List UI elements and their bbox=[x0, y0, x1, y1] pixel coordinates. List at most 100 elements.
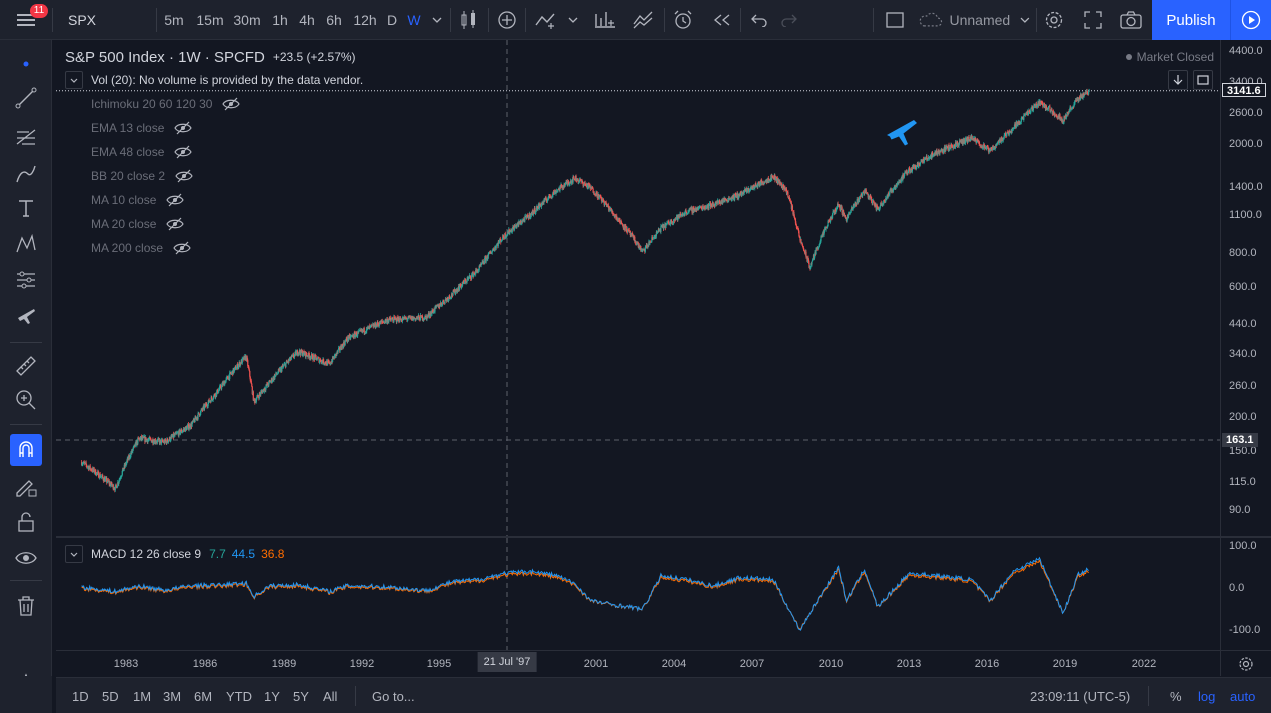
pane-move-down-icon[interactable] bbox=[1168, 70, 1188, 90]
range-all[interactable]: All bbox=[323, 688, 338, 704]
chart-settings-gear-icon[interactable] bbox=[1220, 650, 1271, 676]
indicator-legend-item[interactable]: Ichimoku 20 60 120 30 bbox=[91, 96, 241, 112]
compare-icon[interactable] bbox=[628, 0, 660, 40]
indicator-legend-item[interactable]: MA 10 close bbox=[91, 192, 185, 208]
range-5y[interactable]: 5Y bbox=[293, 688, 309, 704]
range-1m[interactable]: 1M bbox=[133, 688, 152, 704]
cursor-dot-icon[interactable] bbox=[8, 48, 44, 80]
magnet-icon[interactable] bbox=[10, 434, 42, 466]
interval-15m[interactable]: 15m bbox=[196, 12, 224, 28]
candle-body bbox=[398, 317, 400, 322]
collapse-legend-button[interactable] bbox=[65, 71, 83, 89]
eye-icon[interactable] bbox=[8, 542, 44, 574]
pattern-icon[interactable] bbox=[8, 228, 44, 260]
macd-label[interactable]: MACD 12 26 close 9 bbox=[91, 547, 202, 561]
candle-body bbox=[863, 191, 865, 193]
candles-group bbox=[81, 88, 1090, 493]
candle-body bbox=[788, 197, 791, 200]
alert-clock-icon[interactable] bbox=[668, 0, 698, 40]
indicator-legend-item[interactable]: MA 20 close bbox=[91, 216, 185, 232]
layout-select-icon[interactable] bbox=[880, 0, 910, 40]
interval-d[interactable]: D bbox=[386, 12, 398, 28]
price-chart-svg[interactable] bbox=[56, 40, 1220, 536]
interval-w[interactable]: W bbox=[407, 12, 421, 28]
macd-chart-svg[interactable] bbox=[56, 538, 1220, 650]
main-chart-pane[interactable] bbox=[56, 40, 1220, 536]
pane-separator[interactable] bbox=[56, 536, 1271, 538]
publish-button[interactable]: Publish bbox=[1152, 0, 1230, 40]
replay-rewind-icon[interactable] bbox=[707, 0, 737, 40]
hidden-eye-icon[interactable] bbox=[173, 241, 191, 255]
candle-body bbox=[908, 168, 910, 170]
indicator-legend-item[interactable]: EMA 13 close bbox=[91, 120, 193, 136]
trend-line-icon[interactable] bbox=[8, 82, 44, 114]
indicator-legend-item[interactable]: MA 200 close bbox=[91, 240, 191, 256]
indicators-chevron-icon[interactable] bbox=[564, 0, 582, 40]
range-ytd[interactable]: YTD bbox=[226, 688, 252, 704]
goto-date-button[interactable]: Go to... bbox=[372, 688, 415, 704]
indicator-legend-item[interactable]: BB 20 close 2 bbox=[91, 168, 193, 184]
unlock-icon[interactable] bbox=[8, 506, 44, 538]
interval-12h[interactable]: 12h bbox=[353, 12, 377, 28]
undo-icon[interactable] bbox=[745, 0, 773, 40]
time-scale[interactable]: 1983 1986 1989 1992 1995 2001 2004 2007 … bbox=[56, 650, 1220, 676]
add-indicator-icon[interactable] bbox=[493, 0, 521, 40]
icons-airplane-icon[interactable] bbox=[8, 300, 44, 332]
interval-5m[interactable]: 5m bbox=[164, 12, 184, 28]
camera-icon[interactable] bbox=[1116, 0, 1146, 40]
clock-timezone[interactable]: 23:09:11 (UTC-5) bbox=[1030, 688, 1131, 704]
hidden-eye-icon[interactable] bbox=[166, 193, 185, 207]
main-menu-button[interactable]: 11 bbox=[0, 0, 52, 40]
range-5d[interactable]: 5D bbox=[102, 688, 119, 704]
trash-icon[interactable] bbox=[8, 590, 44, 622]
candles-icon[interactable] bbox=[455, 0, 483, 40]
candle-body bbox=[447, 298, 450, 301]
brush-icon[interactable] bbox=[8, 158, 44, 190]
pane-maximize-icon[interactable] bbox=[1193, 70, 1213, 90]
symbol-title[interactable]: S&P 500 Index · 1W · SPCFD bbox=[65, 48, 265, 66]
log-toggle[interactable]: log bbox=[1198, 688, 1216, 704]
prediction-icon[interactable] bbox=[8, 264, 44, 296]
financials-icon[interactable] bbox=[590, 0, 620, 40]
range-3m[interactable]: 3M bbox=[163, 688, 182, 704]
symbol-search-button[interactable]: SPX bbox=[68, 12, 97, 28]
interval-6h[interactable]: 6h bbox=[326, 12, 342, 28]
range-1d[interactable]: 1D bbox=[72, 688, 89, 704]
time-tick: 1983 bbox=[113, 658, 139, 670]
hidden-eye-icon[interactable] bbox=[222, 97, 241, 111]
range-1y[interactable]: 1Y bbox=[264, 688, 280, 704]
candle-body bbox=[726, 200, 728, 201]
collapse-macd-button[interactable] bbox=[65, 545, 83, 563]
fullscreen-icon[interactable] bbox=[1078, 0, 1108, 40]
interval-1h[interactable]: 1h bbox=[272, 12, 288, 28]
auto-toggle[interactable]: auto bbox=[1230, 688, 1256, 704]
interval-4h[interactable]: 4h bbox=[299, 12, 315, 28]
candle-body bbox=[540, 204, 543, 207]
indicator-legend-item[interactable]: EMA 48 close bbox=[91, 144, 193, 160]
layout-name-button[interactable]: Unnamed bbox=[918, 0, 1030, 40]
zoom-in-icon[interactable] bbox=[8, 384, 44, 416]
macd-scale[interactable]: 100.0 0.0 -100.0 bbox=[1220, 538, 1271, 650]
interval-dropdown-chevron-icon[interactable] bbox=[428, 0, 446, 40]
price-scale[interactable]: 4400.0 3400.0 2600.0 2000.0 1400.0 1100.… bbox=[1220, 40, 1271, 536]
candle-body bbox=[131, 449, 133, 454]
settings-gear-icon[interactable] bbox=[1040, 0, 1068, 40]
redo-icon[interactable] bbox=[775, 0, 803, 40]
fib-retracement-icon[interactable] bbox=[8, 120, 44, 152]
percent-toggle[interactable]: % bbox=[1170, 688, 1182, 704]
indicators-icon[interactable] bbox=[530, 0, 562, 40]
interval-30m[interactable]: 30m bbox=[233, 12, 261, 28]
play-icon[interactable] bbox=[1230, 0, 1271, 40]
range-6m[interactable]: 6M bbox=[194, 688, 213, 704]
ruler-icon[interactable] bbox=[8, 350, 44, 382]
candle-body bbox=[1016, 122, 1018, 127]
hidden-eye-icon[interactable] bbox=[175, 169, 193, 183]
candle-body bbox=[601, 200, 603, 202]
hidden-eye-icon[interactable] bbox=[174, 121, 193, 135]
lock-drawing-pencil-icon[interactable] bbox=[8, 470, 44, 502]
text-tool-icon[interactable] bbox=[8, 192, 44, 224]
hidden-eye-icon[interactable] bbox=[166, 217, 185, 231]
hidden-eye-icon[interactable] bbox=[174, 145, 193, 159]
macd-pane[interactable] bbox=[56, 538, 1220, 650]
candle-body bbox=[803, 250, 806, 253]
